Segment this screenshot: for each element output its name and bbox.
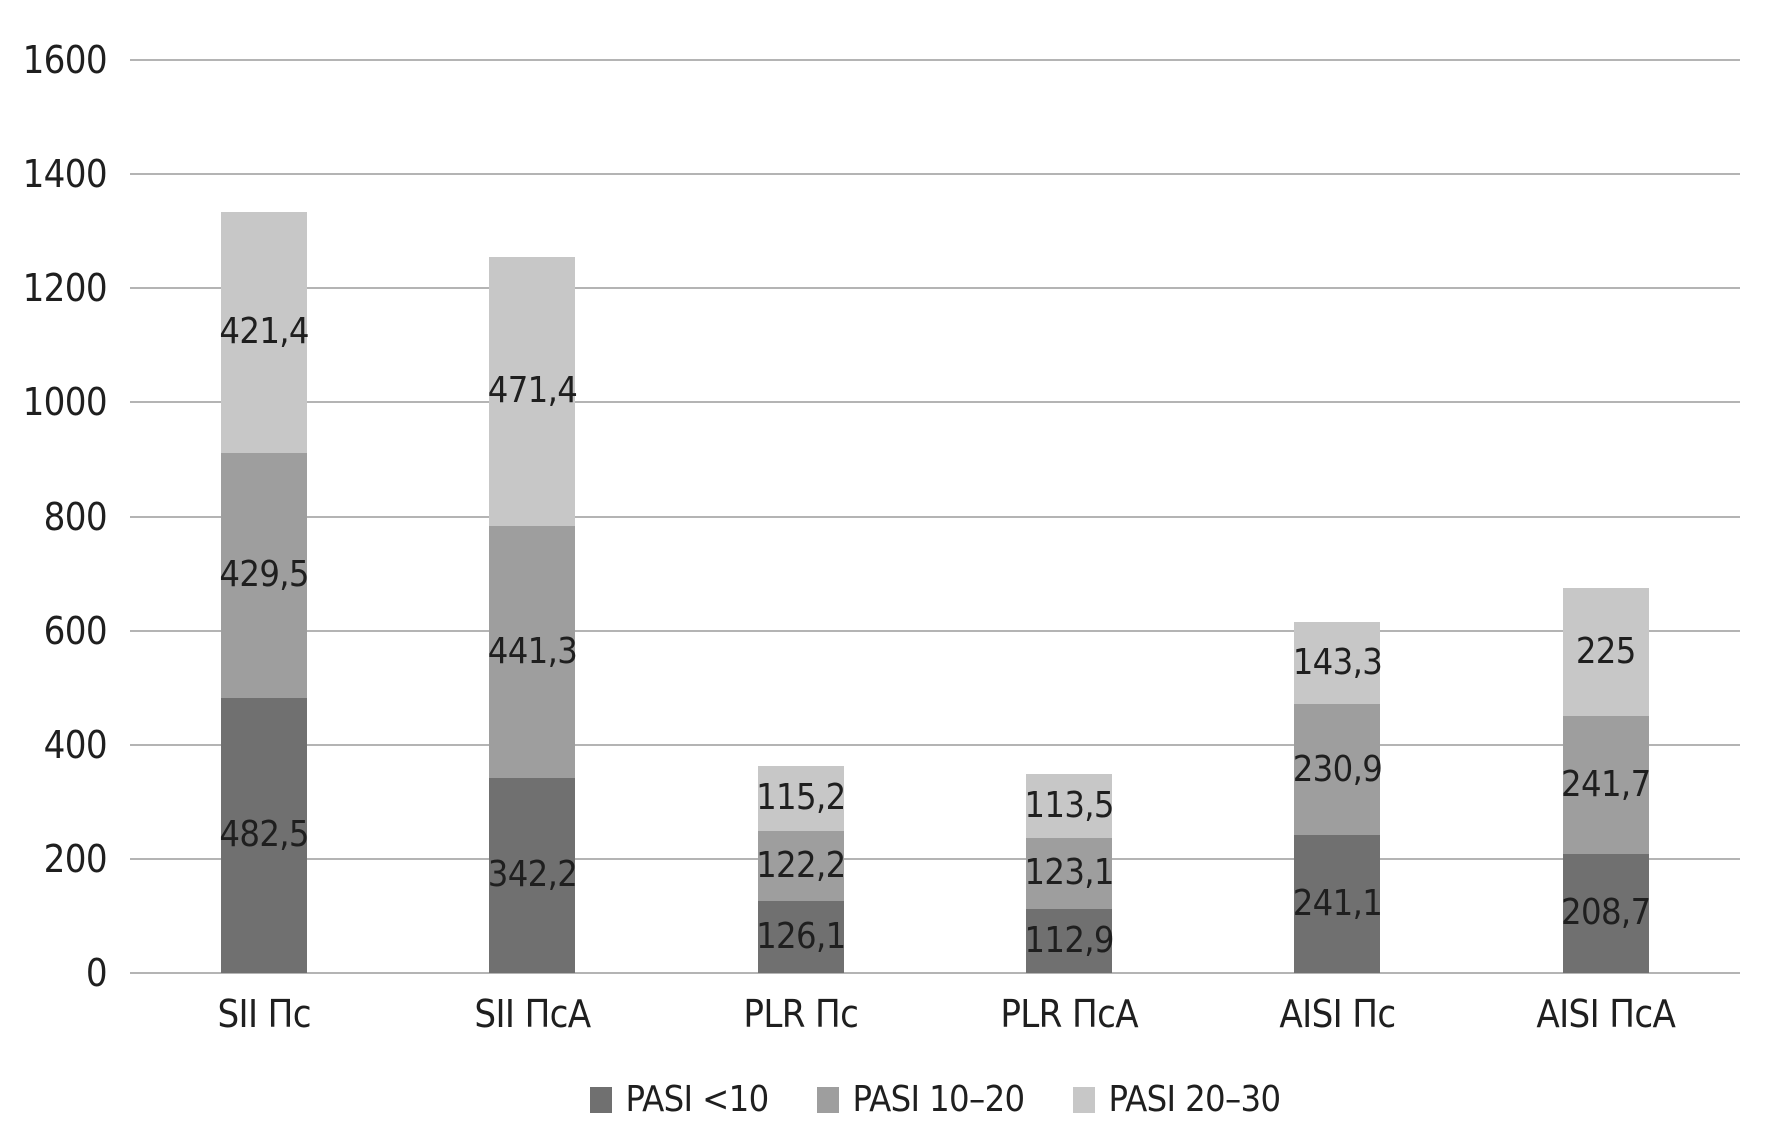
segment-value-label: 225 xyxy=(1575,630,1637,672)
category-slot-aisi-psa: 208,7 241,7 225 xyxy=(1472,60,1740,973)
category-slot-sii-psa: 342,2 441,3 471,4 xyxy=(398,60,666,973)
segment-pasi-10-20-sii-psa: 441,3 xyxy=(487,525,578,778)
bar-plr-psa: 112,9 123,1 113,5 xyxy=(1024,773,1115,973)
gridline-1400 xyxy=(130,173,1740,176)
x-axis-label-sii-psa: SII ПсА xyxy=(474,992,591,1036)
gridlines xyxy=(130,59,1740,974)
y-tick-label-0: 0 xyxy=(85,951,108,995)
category-slot-plr-psa: 112,9 123,1 113,5 xyxy=(935,60,1203,973)
x-axis-label-plr-psa: PLR ПсА xyxy=(1000,992,1138,1036)
gridline-200 xyxy=(130,857,1740,860)
y-tick-label-1600: 1600 xyxy=(22,38,108,82)
segment-value-label: 471,4 xyxy=(487,370,578,412)
y-tick-label-800: 800 xyxy=(43,494,108,539)
segment-value-label: 115,2 xyxy=(756,777,846,819)
x-axis-label-aisi-psa: AISI ПсА xyxy=(1536,992,1676,1036)
category-slot-plr-ps: 126,1 122,2 115,2 xyxy=(667,60,935,973)
segment-value-label: 241,1 xyxy=(1292,883,1383,925)
gridline-0 xyxy=(130,972,1740,974)
y-tick-label-1200: 1200 xyxy=(22,266,108,311)
legend-item-pasi-lt-10: PASI <10 xyxy=(589,1079,770,1120)
segment-pasi-lt-10-aisi-psa: 208,7 xyxy=(1561,853,1651,973)
x-axis-label-plr-ps: PLR Пс xyxy=(743,992,859,1036)
segment-pasi-20-30-plr-psa: 113,5 xyxy=(1024,773,1115,839)
legend-item-pasi-10-20: PASI 10–20 xyxy=(816,1079,1026,1120)
y-axis: 0 200 400 600 800 1000 1200 1400 1600 xyxy=(0,41,108,992)
y-tick-label-400: 400 xyxy=(43,722,108,767)
gridline-1000 xyxy=(130,401,1740,404)
segment-value-label: 208,7 xyxy=(1561,892,1651,934)
segment-pasi-20-30-sii-psa: 471,4 xyxy=(487,256,578,526)
segment-value-label: 241,7 xyxy=(1561,763,1651,805)
segment-pasi-10-20-aisi-psa: 241,7 xyxy=(1561,716,1651,854)
segment-pasi-20-30-aisi-ps: 143,3 xyxy=(1292,621,1383,704)
segment-pasi-20-30-aisi-psa: 225 xyxy=(1562,587,1649,717)
bar-aisi-psa: 208,7 241,7 225 xyxy=(1561,587,1651,973)
legend-label-pasi-lt-10: PASI <10 xyxy=(625,1079,770,1120)
legend: PASI <10 PASI 10–20 PASI 20–30 xyxy=(130,1078,1740,1122)
segment-value-label: 123,1 xyxy=(1024,852,1114,894)
segment-pasi-lt-10-sii-psa: 342,2 xyxy=(487,777,578,973)
segment-value-label: 112,9 xyxy=(1024,919,1114,961)
segment-value-label: 441,3 xyxy=(487,630,578,672)
segment-pasi-20-30-sii-ps: 421,4 xyxy=(219,212,310,453)
gridline-400 xyxy=(130,743,1740,746)
gridline-1200 xyxy=(130,287,1740,290)
bar-sii-ps: 482,5 429,5 421,4 xyxy=(219,212,310,973)
segment-pasi-lt-10-plr-psa: 112,9 xyxy=(1024,908,1115,973)
segment-pasi-10-20-plr-ps: 122,2 xyxy=(756,831,846,902)
category-slot-aisi-ps: 241,1 230,9 143,3 xyxy=(1203,60,1471,973)
segment-value-label: 429,5 xyxy=(219,554,309,596)
category-slot-sii-ps: 482,5 429,5 421,4 xyxy=(130,60,398,973)
gridline-800 xyxy=(130,515,1740,518)
bar-plr-ps: 126,1 122,2 115,2 xyxy=(756,765,846,973)
segment-pasi-10-20-plr-psa: 123,1 xyxy=(1024,838,1115,909)
legend-swatch-pasi-lt-10 xyxy=(589,1087,612,1113)
segment-pasi-lt-10-aisi-ps: 241,1 xyxy=(1292,835,1383,973)
segment-value-label: 230,9 xyxy=(1292,748,1383,790)
y-tick-label-200: 200 xyxy=(43,836,108,881)
x-axis: SII Пс SII ПсА PLR Пс PLR ПсА AISI Пс AISI Пс… xyxy=(130,992,1740,1036)
x-axis-label-aisi-ps: AISI Пс xyxy=(1279,992,1396,1036)
segment-value-label: 482,5 xyxy=(219,814,309,856)
segment-pasi-lt-10-sii-ps: 482,5 xyxy=(219,697,310,973)
bar-sii-psa: 342,2 441,3 471,4 xyxy=(487,256,578,973)
legend-item-pasi-20-30: PASI 20–30 xyxy=(1072,1079,1282,1120)
y-tick-label-600: 600 xyxy=(43,608,108,653)
segment-pasi-10-20-sii-ps: 429,5 xyxy=(219,452,310,698)
segment-pasi-10-20-aisi-ps: 230,9 xyxy=(1292,703,1383,836)
segment-value-label: 342,2 xyxy=(487,854,578,896)
legend-swatch-pasi-10-20 xyxy=(816,1087,839,1113)
segment-value-label: 421,4 xyxy=(219,311,309,353)
segment-pasi-20-30-plr-ps: 115,2 xyxy=(756,765,846,832)
segment-value-label: 143,3 xyxy=(1292,641,1383,683)
segment-value-label: 122,2 xyxy=(756,845,846,887)
x-axis-label-sii-ps: SII Пс xyxy=(217,992,311,1036)
bar-aisi-ps: 241,1 230,9 143,3 xyxy=(1292,621,1383,973)
gridline-600 xyxy=(130,629,1740,632)
bars-area: 482,5 429,5 421,4 342,2 441,3 471,4 126,1 122,2… xyxy=(130,60,1740,973)
legend-swatch-pasi-20-30 xyxy=(1072,1087,1095,1113)
y-tick-label-1000: 1000 xyxy=(22,380,108,425)
segment-value-label: 113,5 xyxy=(1024,784,1114,826)
plot-area: 482,5 429,5 421,4 342,2 441,3 471,4 126,1 122,2… xyxy=(130,59,1740,974)
gridline-1600 xyxy=(130,59,1740,61)
legend-label-pasi-20-30: PASI 20–30 xyxy=(1108,1079,1282,1120)
segment-pasi-lt-10-plr-ps: 126,1 xyxy=(756,901,846,973)
segment-value-label: 126,1 xyxy=(756,916,846,958)
legend-label-pasi-10-20: PASI 10–20 xyxy=(852,1079,1026,1120)
y-tick-label-1400: 1400 xyxy=(22,152,108,197)
